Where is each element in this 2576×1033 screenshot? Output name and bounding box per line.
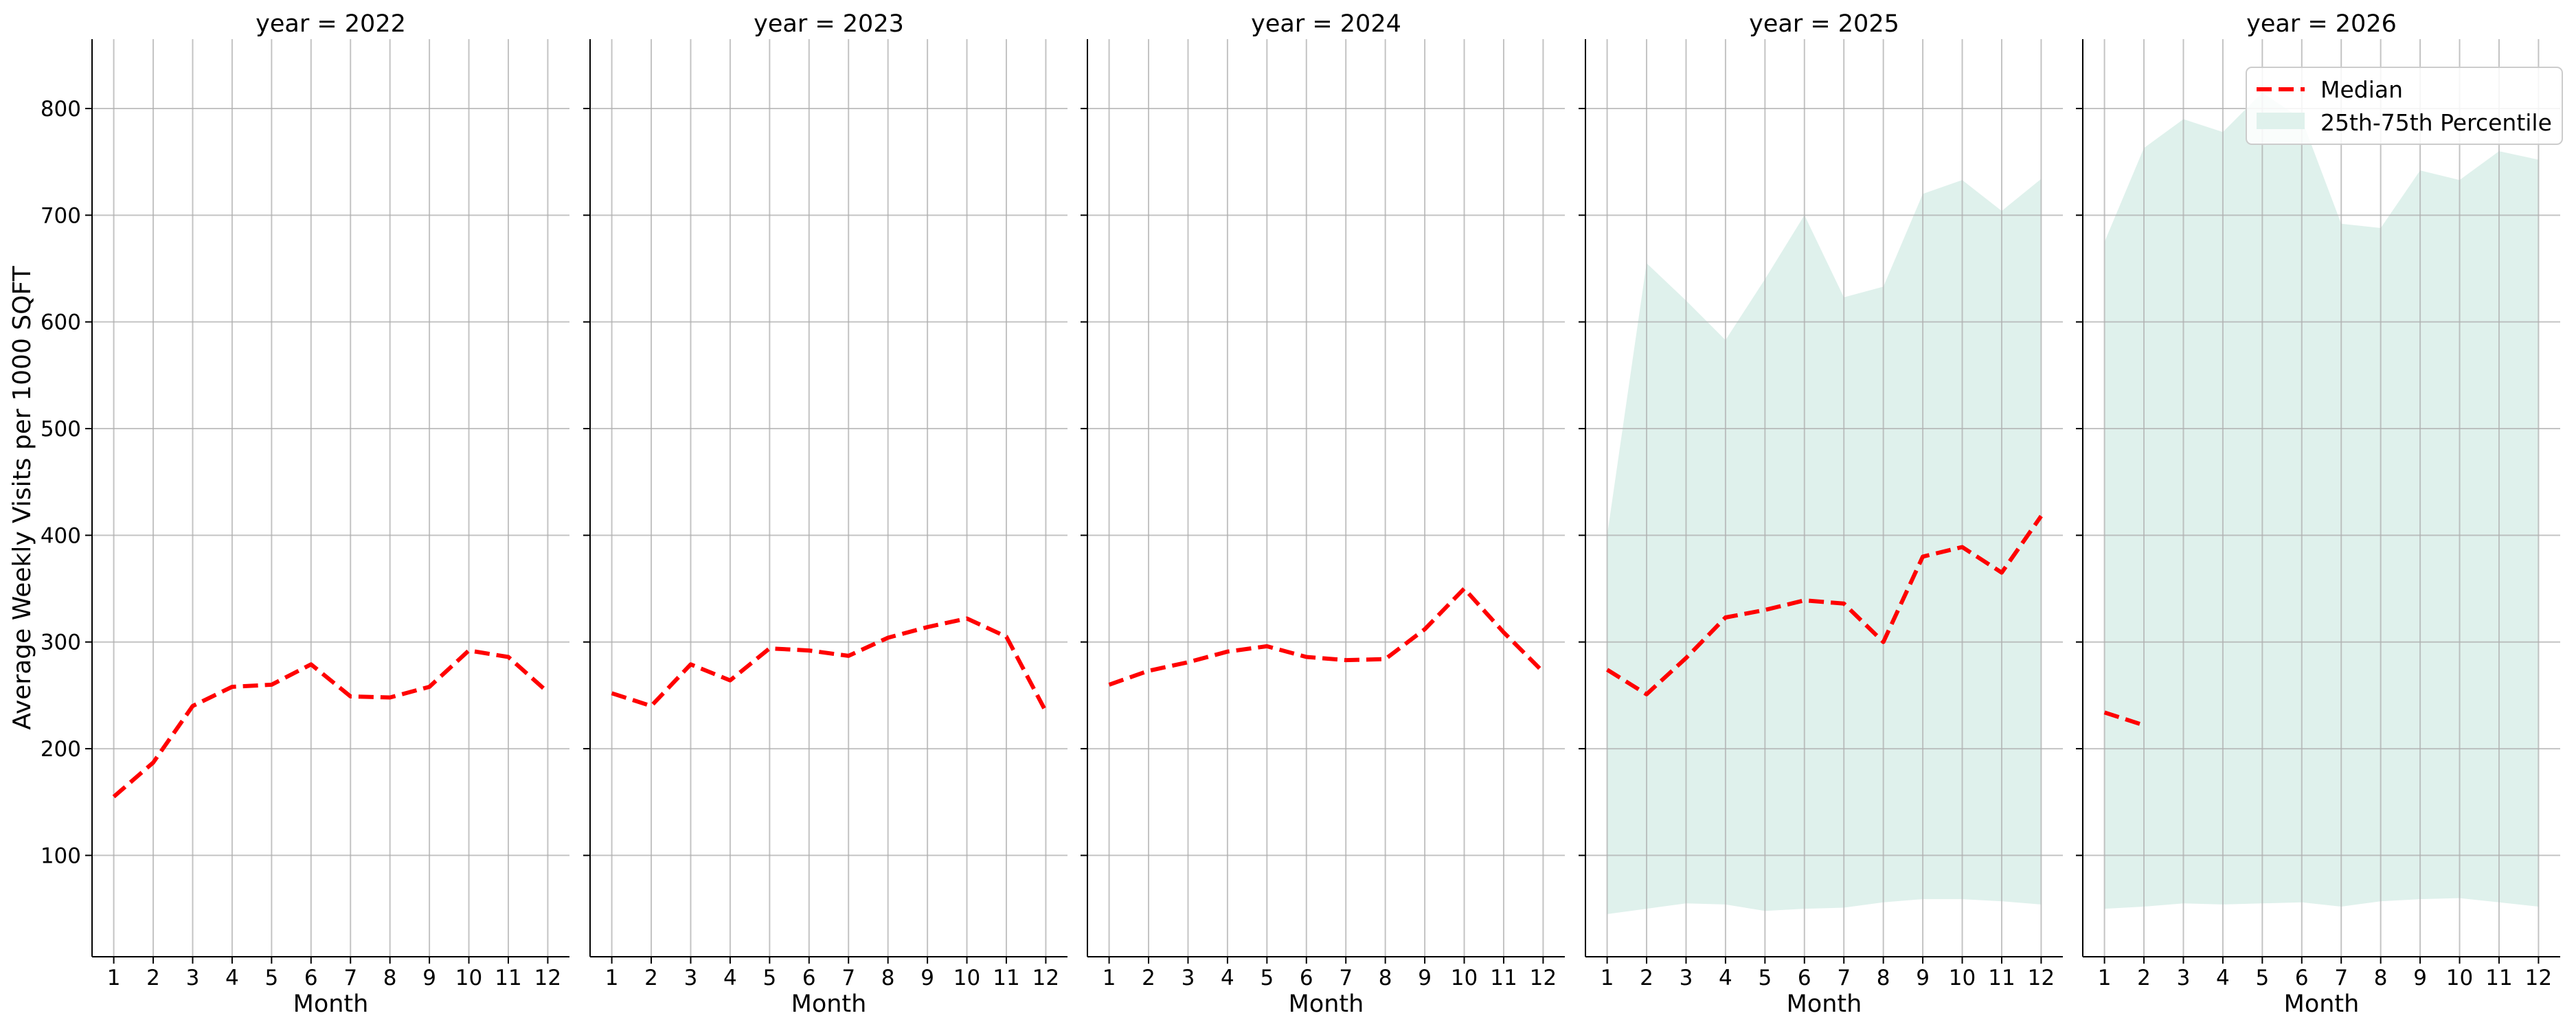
x-tick-label: 9 [422, 966, 436, 990]
x-tick-label: 1 [605, 966, 619, 990]
x-tick-label: 1 [1103, 966, 1116, 990]
legend-band-swatch [2257, 113, 2305, 129]
panel-title: year = 2025 [1749, 10, 1899, 38]
median-line [1108, 587, 1545, 687]
y-tick-label: 100 [41, 843, 81, 868]
y-tick-label: 800 [41, 97, 81, 122]
x-tick-label: 8 [1379, 966, 1392, 990]
x-tick-label: 7 [343, 966, 357, 990]
x-tick-label: 9 [2413, 966, 2427, 990]
x-tick-label: 11 [1988, 966, 2015, 990]
median-line [611, 616, 1048, 713]
x-axis-label: Month [2284, 990, 2360, 1018]
x-tick-label: 8 [881, 966, 895, 990]
x-tick-label: 12 [2525, 966, 2552, 990]
x-tick-label: 10 [1949, 966, 1976, 990]
x-tick-label: 5 [2255, 966, 2269, 990]
x-tick-label: 12 [2028, 966, 2055, 990]
x-tick-label: 2 [1142, 966, 1155, 990]
panel-title: year = 2023 [754, 10, 904, 38]
x-tick-label: 2 [146, 966, 160, 990]
y-axis-label: Average Weekly Visits per 1000 SQFT [8, 265, 36, 729]
x-tick-label: 6 [802, 966, 816, 990]
x-tick-label: 5 [762, 966, 776, 990]
median-line [2103, 710, 2145, 727]
x-tick-label: 10 [2446, 966, 2473, 990]
x-tick-label: 5 [1260, 966, 1274, 990]
x-tick-label: 3 [186, 966, 200, 990]
x-tick-label: 2 [644, 966, 658, 990]
x-tick-label: 6 [304, 966, 318, 990]
legend-median-label: Median [2320, 76, 2403, 103]
x-tick-label: 9 [920, 966, 934, 990]
x-tick-label: 6 [1798, 966, 1811, 990]
x-tick-label: 4 [723, 966, 737, 990]
legend-frame [2246, 67, 2563, 145]
x-tick-label: 7 [1837, 966, 1851, 990]
x-tick-label: 11 [2485, 966, 2512, 990]
x-tick-label: 6 [1300, 966, 1313, 990]
x-tick-label: 4 [1221, 966, 1234, 990]
x-tick-label: 5 [264, 966, 278, 990]
x-tick-label: 3 [1182, 966, 1195, 990]
x-tick-label: 12 [1032, 966, 1059, 990]
x-axis-label: Month [293, 990, 369, 1018]
x-tick-label: 1 [2098, 966, 2112, 990]
y-tick-label: 300 [41, 631, 81, 655]
x-tick-label: 10 [455, 966, 482, 990]
x-tick-label: 6 [2295, 966, 2309, 990]
x-tick-label: 11 [993, 966, 1019, 990]
x-tick-label: 11 [1490, 966, 1517, 990]
x-tick-label: 3 [2177, 966, 2191, 990]
x-tick-label: 10 [953, 966, 980, 990]
panel-title: year = 2022 [256, 10, 406, 38]
x-tick-label: 10 [1451, 966, 1478, 990]
x-tick-label: 4 [2216, 966, 2230, 990]
x-tick-label: 11 [495, 966, 521, 990]
x-tick-label: 9 [1916, 966, 1930, 990]
legend: Median 25th-75th Percentile [2246, 67, 2563, 145]
y-tick-label: 400 [41, 523, 81, 548]
x-axis-label: Month [791, 990, 867, 1018]
x-tick-label: 3 [1680, 966, 1693, 990]
panel-1: 1 2 3 4 5 6 7 8 9 10 11 12100200300400500600700800y… [41, 10, 569, 1018]
x-tick-label: 4 [225, 966, 239, 990]
x-tick-label: 8 [1877, 966, 1890, 990]
y-tick-label: 200 [41, 737, 81, 762]
x-tick-label: 8 [383, 966, 397, 990]
x-tick-label: 12 [1530, 966, 1557, 990]
percentile-band [2104, 92, 2539, 909]
x-tick-label: 4 [1719, 966, 1732, 990]
legend-band-label: 25th-75th Percentile [2320, 109, 2552, 136]
y-tick-label: 600 [41, 310, 81, 335]
x-tick-label: 8 [2374, 966, 2388, 990]
median-line [112, 648, 550, 799]
x-axis-label: Month [1787, 990, 1862, 1018]
x-tick-label: 1 [1601, 966, 1614, 990]
percentile-band [1607, 179, 2042, 914]
median-line [1606, 514, 2043, 696]
y-tick-label: 500 [41, 417, 81, 442]
x-tick-label: 2 [2137, 966, 2151, 990]
x-tick-label: 2 [1640, 966, 1653, 990]
x-tick-label: 3 [684, 966, 698, 990]
x-tick-label: 7 [2334, 966, 2348, 990]
y-tick-label: 700 [41, 203, 81, 228]
x-axis-label: Month [1289, 990, 1364, 1018]
x-tick-label: 7 [1339, 966, 1353, 990]
x-tick-label: 12 [534, 966, 561, 990]
x-tick-label: 1 [107, 966, 121, 990]
x-tick-label: 5 [1758, 966, 1772, 990]
x-tick-label: 9 [1418, 966, 1432, 990]
panel-title: year = 2026 [2246, 10, 2397, 38]
panel-title: year = 2024 [1251, 10, 1401, 38]
x-tick-label: 7 [841, 966, 855, 990]
